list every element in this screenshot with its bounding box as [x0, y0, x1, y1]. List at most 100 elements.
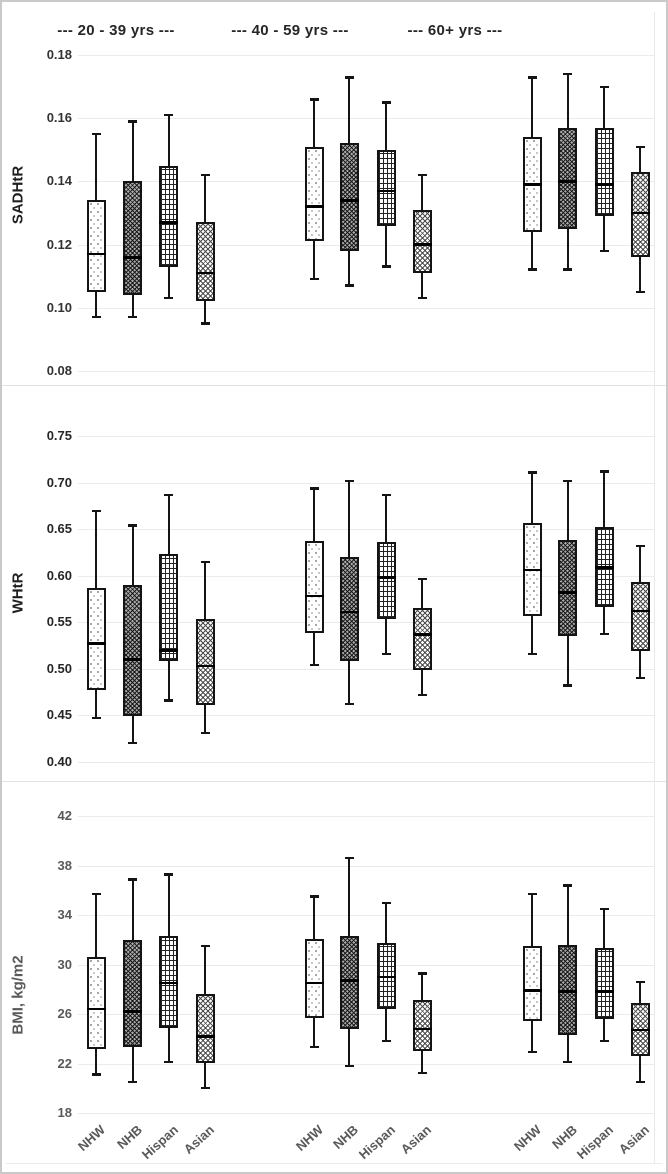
box-Asian-group3	[630, 171, 650, 258]
median-line-Hispan	[594, 566, 614, 569]
y-gridline	[78, 307, 654, 309]
median-line-Asian	[412, 243, 432, 246]
box-Asian-group2	[412, 608, 432, 670]
y-tick-label: 0.14	[46, 173, 72, 189]
y-gridline	[78, 964, 654, 966]
y-gridline	[78, 715, 654, 717]
whisker-cap-bottom-NHB	[128, 741, 137, 745]
median-line-Asian	[195, 664, 215, 668]
whisker-cap-bottom-Hispan	[381, 1039, 391, 1043]
median-line-NHW	[522, 568, 542, 572]
box-NHB-group3	[558, 944, 577, 1036]
whisker-cap-bottom-NHW	[309, 1046, 319, 1049]
median-line-NHB	[558, 180, 577, 183]
whisker-cap-top-NHW	[527, 892, 537, 896]
box-Asian-group2	[412, 1000, 432, 1052]
box-NHW-group1	[86, 957, 106, 1049]
whisker-cap-bottom-NHW	[527, 652, 537, 655]
whisker-cap-top-NHB	[344, 479, 354, 483]
median-line-Asian	[412, 633, 432, 636]
y-tick-label: 0.55	[46, 614, 72, 630]
box-Hispan-group3	[594, 127, 614, 217]
whisker-cap-bottom-NHW	[527, 268, 537, 271]
whisker-cap-bottom-NHB	[344, 1064, 354, 1067]
whisker-cap-top-Asian	[417, 972, 427, 975]
box-Asian-group2	[412, 209, 432, 274]
plot-right-edge	[654, 12, 655, 1163]
median-line-NHB	[339, 979, 359, 982]
whisker-cap-top-Asian	[635, 145, 645, 149]
box-NHW-group2	[304, 146, 324, 242]
y-tick-label: 18	[57, 1105, 72, 1120]
y-tick-label: 38	[57, 857, 72, 873]
whisker-cap-bottom-NHW	[527, 1050, 537, 1054]
box-NHW-group2	[304, 541, 324, 634]
y-gridline	[78, 915, 654, 916]
box-Hispan-group1	[159, 165, 178, 267]
y-tick-label: 0.18	[46, 47, 72, 62]
box-NHW-group2	[304, 938, 324, 1018]
y-gridline	[78, 118, 654, 120]
plot-area-whtr: 0.75 0.70 0.65 0.60 0.55 0.50 0.45 0.40	[2, 386, 666, 782]
y-gridline	[78, 762, 654, 763]
y-gridline	[78, 55, 654, 56]
median-line-NHB	[123, 1010, 142, 1013]
box-Hispan-group1	[159, 554, 178, 662]
median-line-NHB	[558, 591, 577, 594]
whisker-cap-bottom-Hispan	[164, 1060, 173, 1064]
median-line-NHW	[86, 642, 106, 645]
whisker-cap-top-Hispan	[599, 470, 609, 473]
whisker-cap-bottom-Asian	[417, 1072, 427, 1075]
median-line-Hispan	[376, 975, 396, 979]
plot-area-sadhtr: 0.18 0.16 0.14 0.12 0.10 0.08	[2, 10, 666, 385]
y-gridline	[78, 1113, 654, 1114]
whisker-cap-top-Hispan	[381, 101, 391, 104]
median-line-NHB	[123, 658, 142, 661]
whisker-cap-top-NHB	[563, 72, 572, 76]
whisker-cap-bottom-NHB	[563, 1060, 572, 1064]
box-NHW-group1	[86, 587, 106, 691]
median-line-NHW	[522, 989, 542, 992]
y-tick-label: 0.08	[46, 363, 72, 378]
y-tick-label: 42	[57, 808, 72, 823]
median-line-NHW	[304, 205, 324, 208]
whisker-cap-top-NHW	[91, 133, 101, 136]
y-tick-label: 0.16	[46, 110, 72, 126]
median-line-Asian	[195, 1034, 215, 1038]
median-line-NHB	[123, 255, 142, 259]
whisker-cap-top-Hispan	[164, 114, 173, 117]
whisker-cap-top-NHW	[527, 471, 537, 474]
box-Hispan-group2	[376, 149, 396, 226]
whisker-cap-bottom-Asian	[635, 1080, 645, 1084]
whisker-cap-bottom-NHB	[563, 684, 572, 687]
y-gridline	[78, 1063, 654, 1065]
median-line-NHW	[304, 981, 324, 985]
y-gridline	[78, 668, 654, 670]
whisker-cap-top-NHW	[309, 98, 319, 101]
y-gridline	[78, 436, 654, 437]
box-NHB-group3	[558, 127, 577, 229]
whisker-cap-top-Hispan	[164, 493, 173, 497]
whisker-cap-bottom-Hispan	[164, 296, 173, 300]
panel-bmi: BMI, kg/m2 42 38 34 30 26 22 18 NHW NHB Hispan Asi…	[2, 781, 666, 1172]
y-gridline	[78, 482, 654, 484]
whisker-cap-top-NHW	[91, 892, 101, 896]
y-tick-label: 0.10	[46, 299, 72, 315]
figure-bottom-rule	[6, 1163, 662, 1164]
whisker-cap-top-NHB	[563, 884, 572, 887]
whisker-cap-bottom-Hispan	[599, 1039, 609, 1043]
whisker-cap-bottom-Asian	[200, 731, 210, 735]
median-line-Hispan	[594, 990, 614, 994]
whisker-cap-bottom-NHB	[128, 1080, 137, 1084]
whisker-cap-top-NHW	[309, 487, 319, 490]
whisker-cap-top-Asian	[200, 560, 210, 564]
median-line-Asian	[630, 1028, 650, 1032]
box-Hispan-group3	[594, 948, 614, 1019]
box-NHB-group2	[339, 143, 359, 251]
whisker-cap-top-NHB	[563, 479, 572, 483]
whisker-cap-top-Hispan	[599, 85, 609, 88]
y-tick-label: 0.60	[46, 567, 72, 583]
whisker-cap-bottom-Hispan	[164, 699, 173, 702]
whisker-cap-top-Asian	[635, 544, 645, 548]
median-line-Asian	[195, 271, 215, 275]
